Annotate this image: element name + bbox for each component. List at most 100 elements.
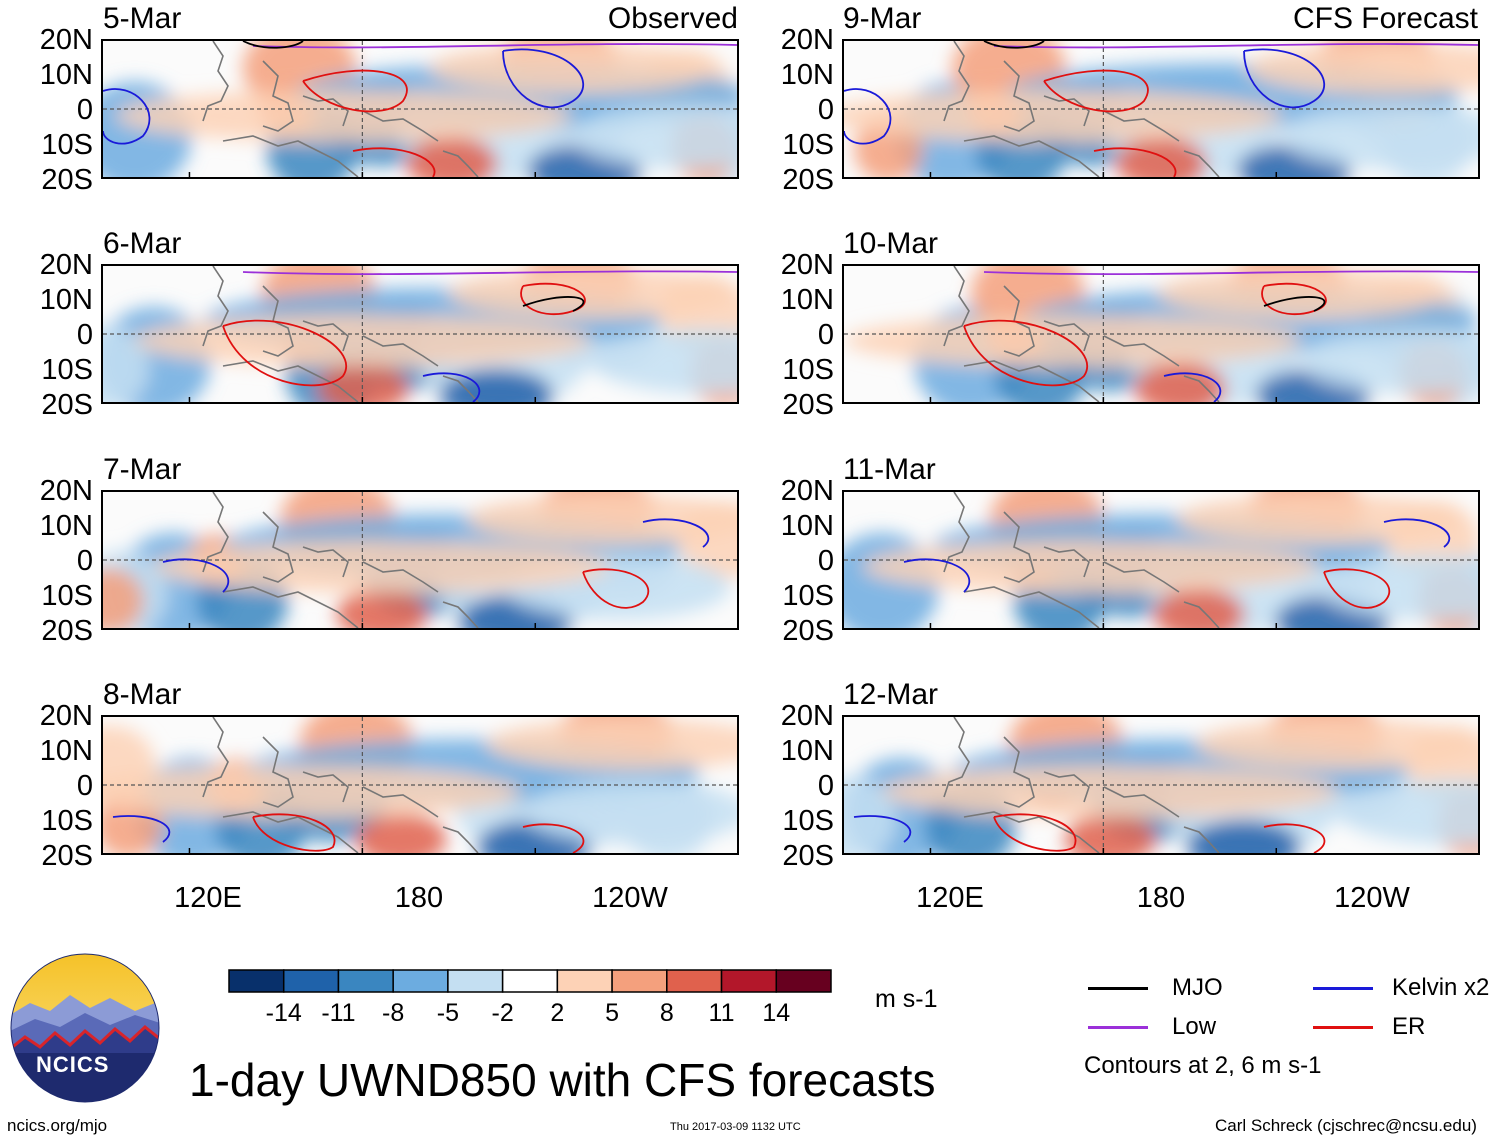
- coastline: [302, 771, 349, 803]
- lat-label: 20N: [780, 24, 834, 56]
- lat-label: 0: [76, 94, 93, 126]
- date-label-left-1: 5-Mar: [103, 2, 182, 35]
- map-panel: [101, 39, 739, 179]
- coastline: [302, 320, 349, 352]
- lat-label: 20N: [39, 24, 93, 56]
- wave-contour: [242, 41, 304, 49]
- coastline: [943, 492, 970, 573]
- wind-anomaly-shading: [1157, 267, 1444, 320]
- wave-contour: [1243, 48, 1326, 109]
- wave-contour: [1163, 372, 1222, 402]
- date-label-right-4: 12-Mar: [843, 678, 939, 711]
- colorbar-swatch: [501, 969, 559, 993]
- wind-anomaly-shading: [317, 362, 409, 402]
- wind-anomaly-shading: [591, 328, 737, 394]
- colorbar-tick: -2: [491, 999, 514, 1027]
- colorbar-swatch: [666, 969, 723, 993]
- coastline: [1103, 561, 1180, 593]
- logo-text: NCICS: [36, 1052, 110, 1077]
- coastline: [1003, 511, 1035, 583]
- coastline: [1003, 736, 1035, 808]
- coastline: [1183, 150, 1220, 177]
- wave-contour: [903, 558, 971, 593]
- wave-contour: [242, 270, 737, 276]
- lat-label: 10S: [41, 129, 93, 161]
- wind-anomaly-shading: [882, 765, 1339, 818]
- map-field: [103, 717, 737, 853]
- lat-label: 20N: [39, 475, 93, 507]
- coastline: [963, 360, 1100, 402]
- wave-contour: [993, 43, 1478, 49]
- legend-low-line: [1088, 1026, 1148, 1029]
- wave-contour: [252, 813, 336, 852]
- colorbar-swatch: [611, 969, 668, 993]
- wind-anomaly-shading: [521, 779, 737, 845]
- wind-anomaly-shading: [844, 775, 896, 853]
- coastline: [1043, 546, 1090, 578]
- ncics-logo: [10, 953, 160, 1103]
- coastline: [362, 335, 439, 367]
- wave-contour: [853, 815, 912, 843]
- legend-low-label: Low: [1172, 1013, 1217, 1040]
- lon-label-right-120e: 120E: [916, 882, 984, 914]
- wave-contour: [1043, 69, 1149, 113]
- wind-anomaly-shading: [1300, 328, 1478, 394]
- lon-label-left-120e: 120E: [174, 882, 242, 914]
- lon-label-left-180: 180: [394, 882, 444, 914]
- wind-anomaly-shading: [336, 588, 428, 628]
- wind-anomaly-shading: [863, 540, 1320, 593]
- map-panel: [842, 490, 1480, 630]
- map-field: [103, 41, 737, 177]
- map-panel: [842, 39, 1480, 179]
- coastline: [943, 717, 970, 798]
- lat-label: 0: [76, 319, 93, 351]
- coastline: [222, 135, 359, 177]
- cfs-forecast-label: CFS Forecast: [1292, 2, 1478, 35]
- colorbar-swatch: [282, 969, 340, 993]
- coastline: [442, 826, 479, 853]
- wind-anomaly-shading: [406, 137, 498, 177]
- coastline: [1103, 110, 1180, 142]
- wave-contour: [352, 147, 436, 177]
- lat-label: 20N: [780, 700, 834, 732]
- legend-kelvin-line: [1313, 987, 1373, 990]
- coastline: [202, 492, 229, 573]
- colorbar-tick: -14: [265, 999, 302, 1027]
- coastline: [202, 41, 229, 122]
- lat-label: 20S: [782, 164, 834, 196]
- lat-label: 20S: [782, 389, 834, 421]
- lat-label: 10N: [780, 59, 834, 91]
- wind-anomaly-shading: [467, 493, 737, 546]
- lat-label: 10N: [780, 284, 834, 316]
- lat-label: 20S: [41, 615, 93, 647]
- coastline: [222, 811, 359, 853]
- lat-label: 10S: [782, 805, 834, 837]
- coastline: [202, 717, 229, 798]
- wave-contour: [642, 518, 710, 548]
- map-panel: [842, 264, 1480, 404]
- lat-label: 20S: [782, 615, 834, 647]
- lat-label: 10S: [41, 805, 93, 837]
- wave-contour: [983, 41, 1045, 49]
- coastline: [1103, 786, 1180, 818]
- lat-label: 10N: [780, 735, 834, 767]
- coastline: [963, 135, 1100, 177]
- coastline: [1103, 335, 1180, 367]
- coastline: [943, 41, 970, 122]
- wave-contour: [302, 69, 408, 113]
- wave-contour: [112, 815, 171, 843]
- colorbar: [228, 969, 832, 993]
- coastline: [222, 360, 359, 402]
- colorbar-swatch: [337, 969, 394, 993]
- colorbar-tick: 8: [659, 999, 674, 1027]
- colorbar-tick: 2: [550, 999, 565, 1027]
- coastline: [442, 150, 479, 177]
- wave-contour: [103, 88, 151, 145]
- coastline: [1043, 320, 1090, 352]
- wind-anomaly-shading: [103, 568, 144, 628]
- map-panel: [101, 490, 739, 630]
- colorbar-swatch: [447, 969, 504, 993]
- map-field: [103, 266, 737, 402]
- coastline: [1183, 826, 1220, 853]
- wind-anomaly-shading: [134, 314, 592, 367]
